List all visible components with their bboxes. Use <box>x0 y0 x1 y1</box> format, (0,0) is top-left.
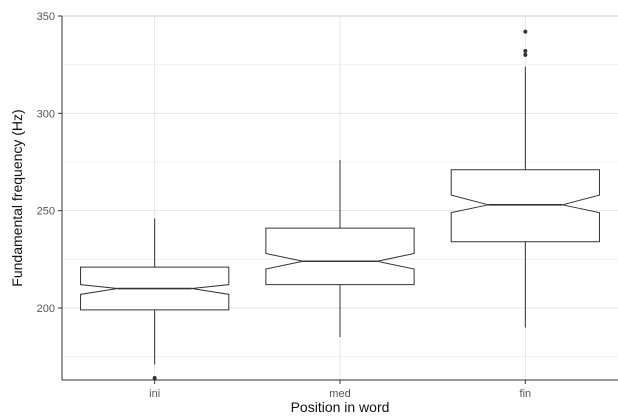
notched-box <box>265 227 415 286</box>
x-tick-label: med <box>329 388 350 400</box>
x-tick-label: fin <box>520 388 532 400</box>
outlier-point <box>523 49 528 54</box>
x-axis-title: Position in word <box>291 399 390 415</box>
x-axis-ticks: ini med fin <box>149 380 531 400</box>
boxes <box>80 29 600 381</box>
box-med <box>265 160 415 338</box>
outlier-point <box>523 52 528 57</box>
y-tick-label: 250 <box>37 206 55 218</box>
y-axis-title: Fundamental frequency (Hz) <box>9 109 25 286</box>
y-tick-label: 350 <box>37 11 55 23</box>
box-ini <box>80 218 230 381</box>
outlier-point <box>152 376 157 381</box>
y-axis-ticks: 200 250 300 350 <box>37 11 62 315</box>
notched-box <box>450 169 600 243</box>
y-tick-label: 300 <box>37 108 55 120</box>
y-tick-label: 200 <box>37 303 55 315</box>
outlier-point <box>523 29 528 34</box>
x-tick-label: ini <box>149 388 160 400</box>
box-fin <box>450 29 600 328</box>
